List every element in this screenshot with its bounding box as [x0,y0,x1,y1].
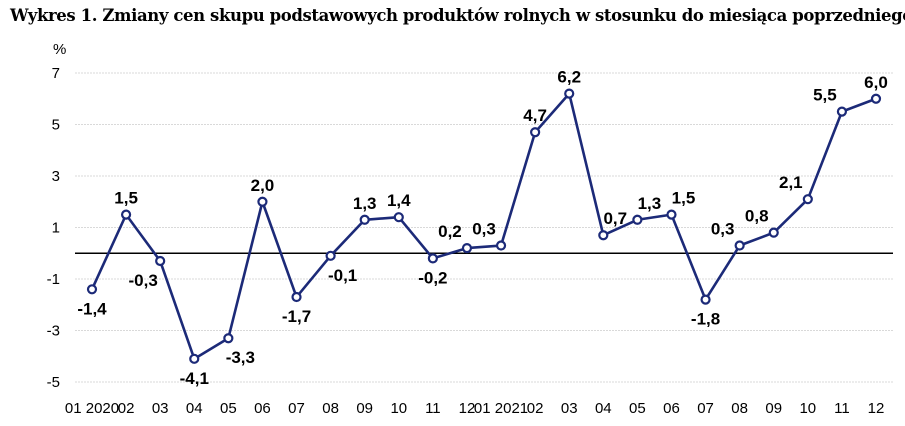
x-tick-label: 04 [595,400,612,417]
x-tick-label: 08 [322,400,339,417]
y-tick-label: 3 [52,168,60,185]
data-point [427,253,438,264]
data-point [461,243,473,254]
y-tick-label: 5 [52,117,60,134]
data-label: -3,3 [226,348,255,367]
data-label: 2,0 [251,176,275,195]
data-label: 6,2 [557,68,581,87]
data-label: -0,1 [328,266,357,285]
data-label: 1,5 [114,189,138,208]
x-tick-label: 02 [118,400,135,417]
x-tick-label: 06 [254,400,271,417]
data-point [632,214,643,225]
data-label: -1,4 [77,299,107,318]
data-point [393,212,404,223]
chart-title: Wykres 1. Zmiany cen skupu podstawowych … [10,6,905,25]
data-point [120,209,132,220]
y-axis-unit-label: % [53,41,66,58]
data-point [666,209,677,220]
data-point [257,196,268,207]
data-point [155,255,166,267]
y-tick-label: 7 [52,65,60,82]
x-tick-label: 11 [425,400,441,417]
data-point [495,240,507,251]
x-tick-label: 09 [356,400,373,417]
y-tick-label: -5 [47,374,60,391]
data-point [359,214,370,225]
series-line [90,92,877,361]
y-tick-label: -3 [47,323,60,340]
data-label: 6,0 [864,73,888,92]
data-point [700,294,711,305]
x-tick-label: 02 [527,400,544,417]
data-label: 0,7 [603,209,627,228]
data-label: -0,2 [418,268,447,287]
data-point [325,250,336,261]
x-tick-label: 03 [561,400,578,417]
data-label: 5,5 [813,86,837,105]
data-point [86,284,98,295]
data-label: -1,8 [691,310,720,329]
x-tick-label: 01 2020 [65,400,119,417]
data-label: 0,3 [472,220,496,239]
data-label: -4,1 [180,369,209,388]
data-label: -1,7 [282,307,311,326]
data-label: 0,2 [438,222,462,241]
x-tick-label: 06 [663,400,680,417]
x-tick-label: 08 [731,400,748,417]
data-point [870,93,882,104]
data-point [189,353,200,364]
data-point [836,106,848,117]
data-label: 0,3 [711,220,735,239]
x-tick-label: 12 [459,400,476,417]
data-point [768,227,779,238]
x-tick-label: 12 [868,400,885,417]
data-point [598,230,609,241]
x-tick-label: 03 [152,400,169,417]
x-tick-label: 11 [834,400,850,417]
data-point [564,88,575,99]
data-point [802,194,813,205]
data-label: 2,1 [779,173,803,192]
data-label: 1,3 [353,194,377,213]
data-label: 0,8 [745,207,769,226]
x-tick-label: 07 [697,400,714,417]
x-tick-label: 04 [186,400,203,417]
data-point [223,333,234,344]
y-tick-label: -1 [47,271,60,288]
data-label: 1,5 [672,189,696,208]
x-tick-label: 05 [629,400,646,417]
x-tick-label: 05 [220,400,237,417]
data-point [291,291,302,303]
x-tick-label: 07 [288,400,305,417]
data-label: -0,3 [129,271,158,290]
x-tick-label: 10 [799,400,816,417]
data-point [530,127,541,138]
data-label: 4,7 [523,106,547,125]
x-tick-label: 09 [765,400,782,417]
data-label: 1,3 [638,194,662,213]
x-tick-label: 01 2021 [474,400,528,417]
y-tick-label: 1 [52,220,60,237]
data-label: 1,4 [387,191,411,210]
data-point [734,240,745,251]
x-tick-label: 10 [390,400,407,417]
